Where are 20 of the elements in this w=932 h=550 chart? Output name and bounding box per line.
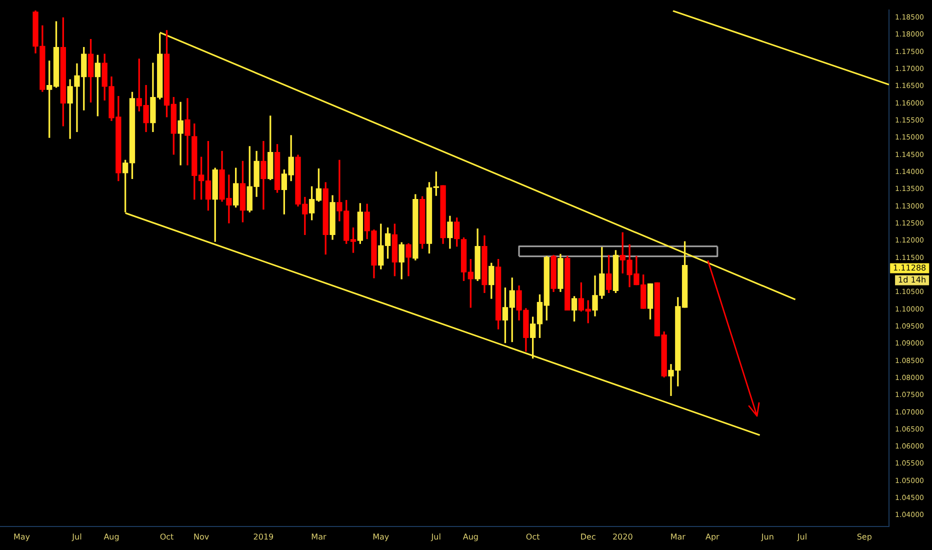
x-tick-label: Sep (856, 532, 872, 542)
x-tick-label: Aug (104, 532, 120, 542)
x-tick-label: Jul (796, 532, 808, 542)
x-tick-label: Nov (193, 532, 210, 542)
x-tick-label: Jun (760, 532, 774, 542)
x-tick-label: Jul (71, 532, 82, 542)
x-tick-label: Apr (706, 532, 720, 542)
text: 1.11288 (893, 263, 926, 272)
x-tick-label: Dec (580, 532, 596, 542)
x-tick-label: Oct (160, 532, 174, 542)
x-tick-label: 2019 (253, 532, 274, 542)
x-tick-label: Jul (430, 532, 441, 542)
x-tick-label: May (13, 532, 30, 542)
x-tick-label: 2020 (612, 532, 633, 542)
x-tick-label: May (372, 532, 390, 542)
text: 1d 14h (898, 275, 926, 284)
x-tick-label: Mar (670, 532, 686, 542)
x-tick-label: Mar (311, 532, 327, 542)
x-tick-label: Oct (526, 532, 540, 542)
x-tick-label: Aug (462, 532, 478, 542)
